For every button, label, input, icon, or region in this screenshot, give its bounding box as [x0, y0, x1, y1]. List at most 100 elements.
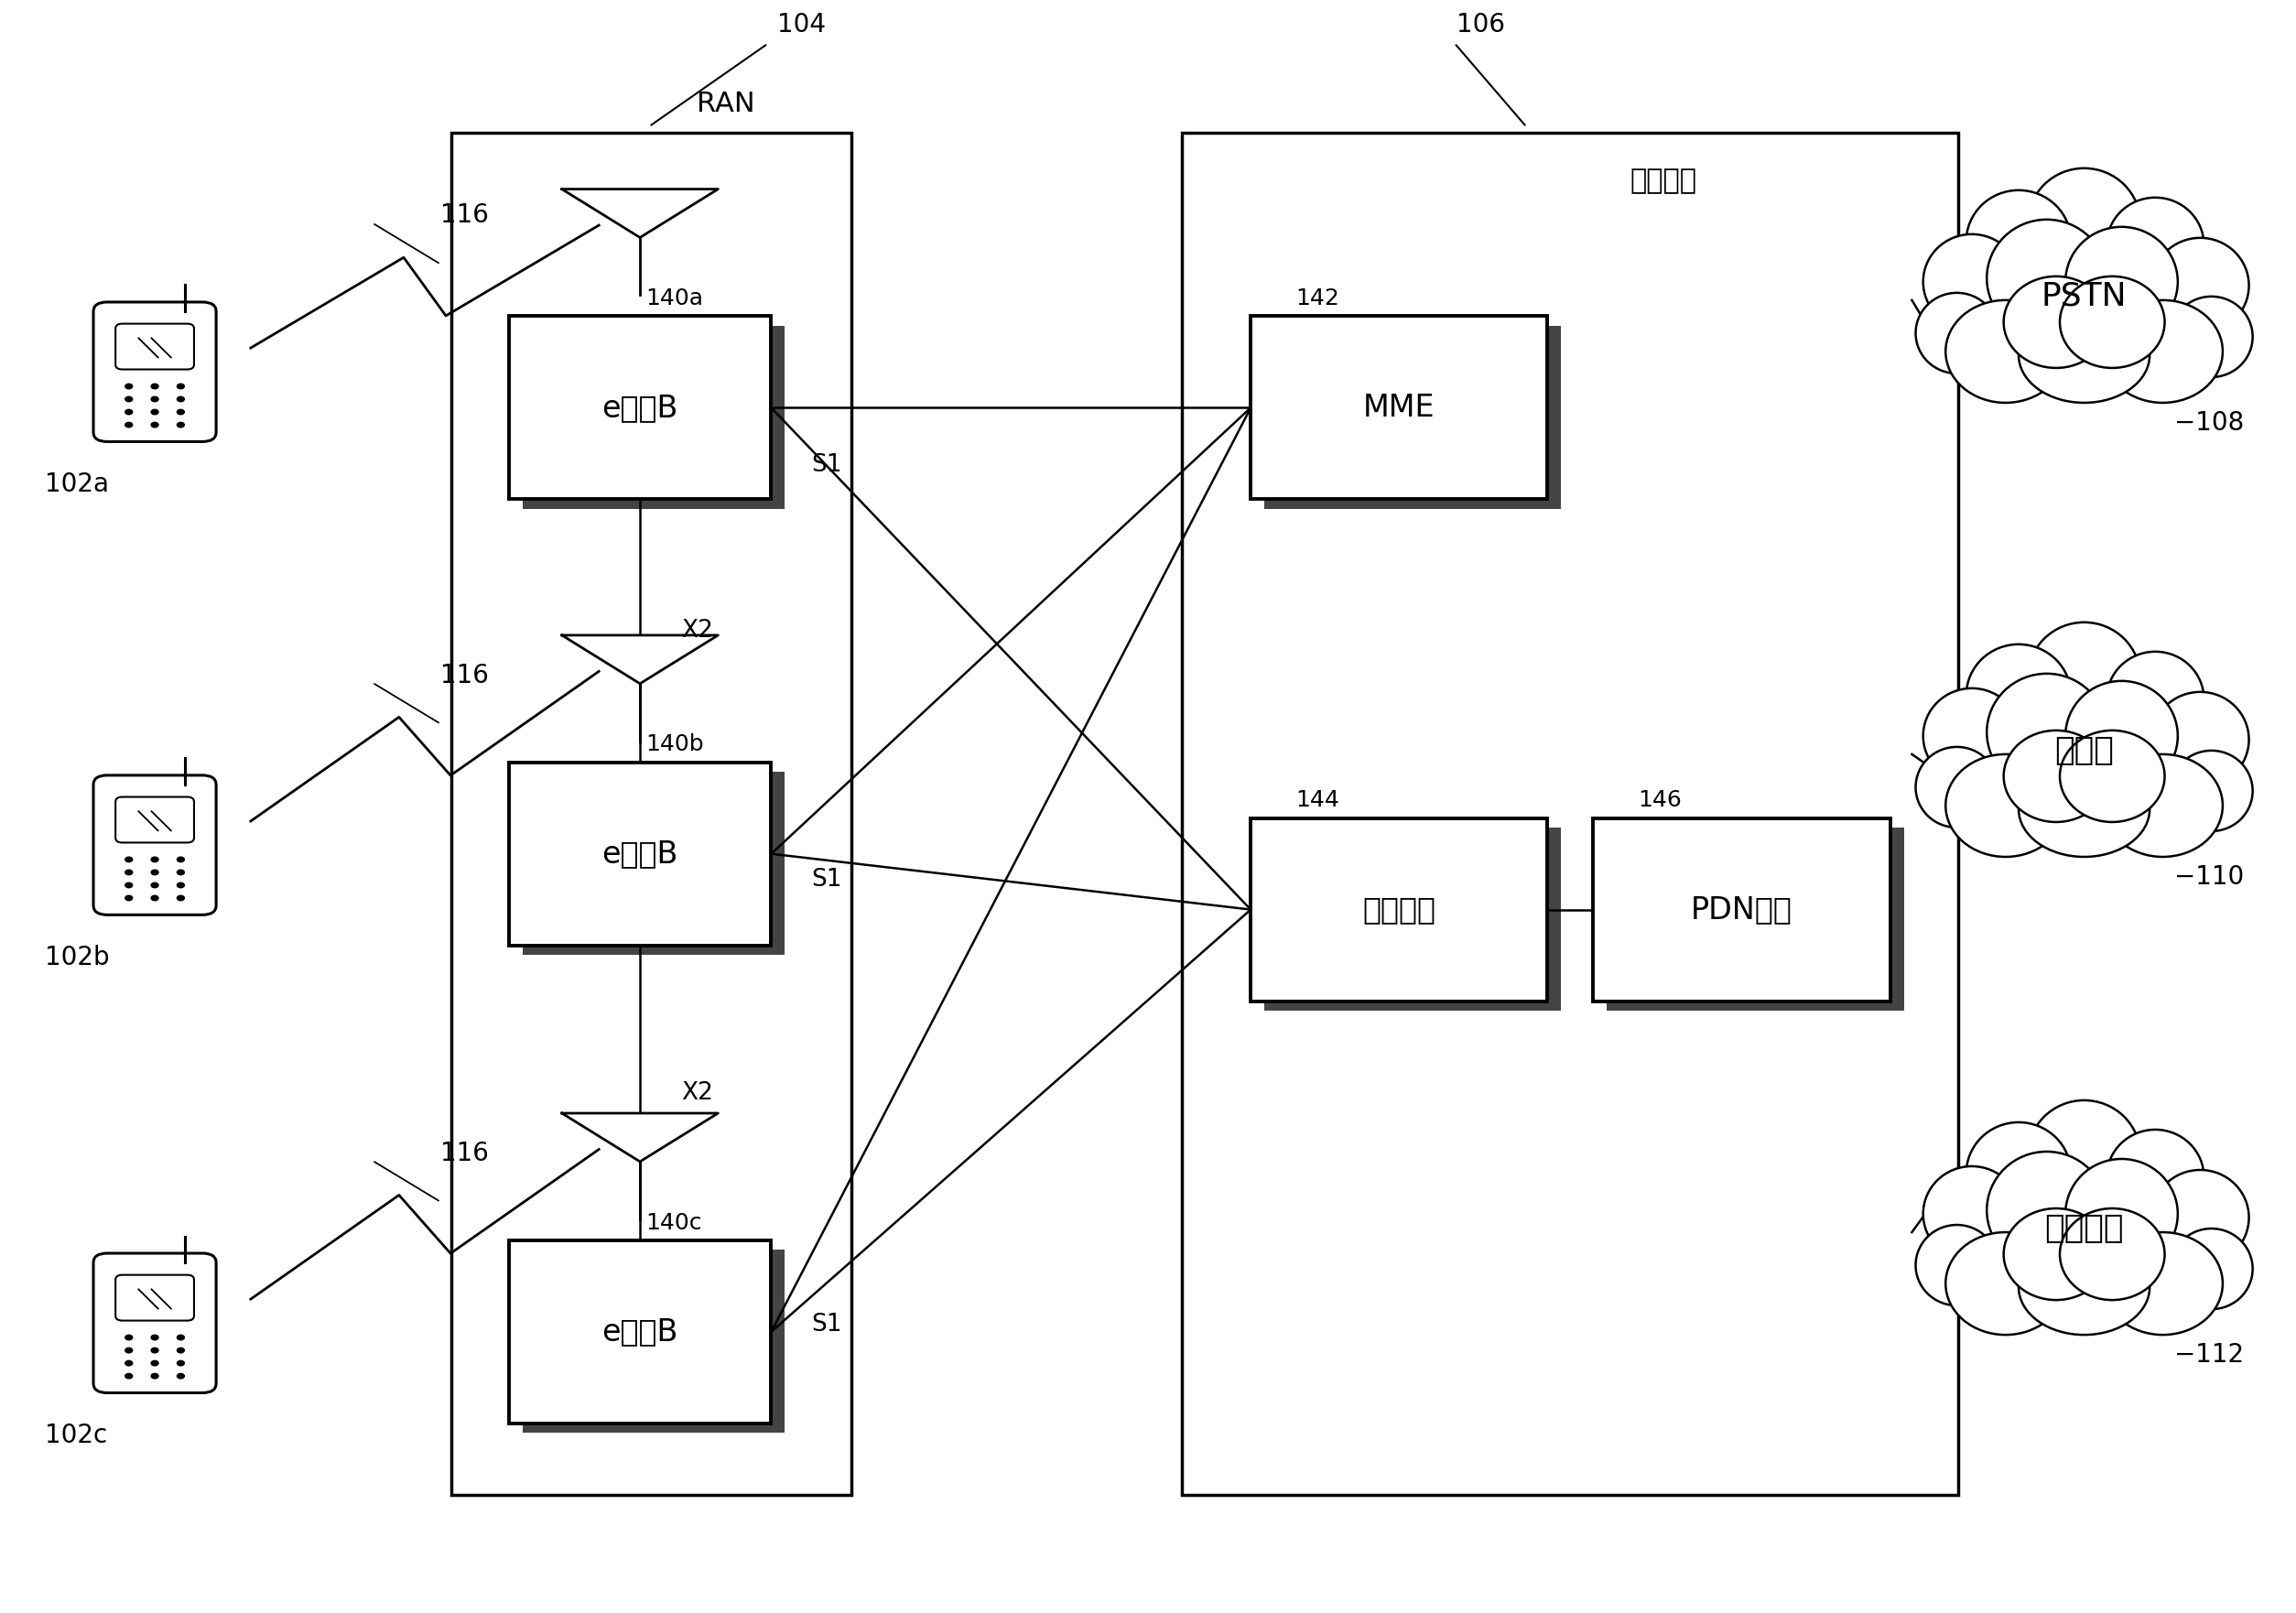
Text: S1: S1: [813, 868, 843, 892]
Circle shape: [152, 397, 158, 402]
Bar: [1607, 827, 1903, 1011]
Circle shape: [177, 857, 184, 861]
Ellipse shape: [1945, 1232, 2066, 1336]
Ellipse shape: [2066, 1158, 2179, 1269]
Circle shape: [177, 1361, 184, 1366]
Ellipse shape: [1986, 674, 2108, 790]
Circle shape: [152, 869, 158, 874]
FancyBboxPatch shape: [94, 302, 216, 442]
Text: 140c: 140c: [645, 1211, 703, 1234]
Circle shape: [177, 869, 184, 874]
Text: 102b: 102b: [46, 944, 110, 969]
Text: S1: S1: [813, 1313, 843, 1337]
Circle shape: [177, 895, 184, 900]
Circle shape: [126, 857, 133, 861]
Ellipse shape: [1915, 747, 1998, 827]
Ellipse shape: [2151, 1169, 2248, 1265]
Ellipse shape: [1986, 219, 2108, 337]
Ellipse shape: [1986, 1152, 2108, 1269]
Bar: [523, 326, 785, 508]
Text: 因特网: 因特网: [2055, 736, 2115, 766]
Text: 核心网络: 核心网络: [1630, 168, 1697, 194]
Bar: [1593, 818, 1890, 1002]
Ellipse shape: [1915, 294, 1998, 374]
Bar: [510, 763, 771, 945]
Bar: [1265, 827, 1561, 1011]
Text: RAN: RAN: [698, 90, 755, 116]
Bar: [1251, 818, 1548, 1002]
Ellipse shape: [2108, 197, 2204, 294]
Circle shape: [177, 410, 184, 415]
Circle shape: [177, 1348, 184, 1353]
Text: 104: 104: [776, 11, 827, 37]
Ellipse shape: [2004, 276, 2108, 368]
Text: 102a: 102a: [46, 471, 110, 497]
Ellipse shape: [2170, 1229, 2252, 1310]
Text: e节点B: e节点B: [602, 392, 677, 423]
Circle shape: [126, 384, 133, 389]
Text: X2: X2: [682, 1081, 714, 1105]
Ellipse shape: [2060, 276, 2165, 368]
Circle shape: [126, 1348, 133, 1353]
FancyBboxPatch shape: [115, 324, 195, 369]
Circle shape: [152, 1361, 158, 1366]
Text: 102c: 102c: [46, 1423, 108, 1448]
Text: 服务网关: 服务网关: [1362, 895, 1435, 924]
Circle shape: [126, 423, 133, 427]
Circle shape: [126, 1374, 133, 1379]
Ellipse shape: [2151, 237, 2248, 334]
Bar: [510, 316, 771, 500]
Text: −108: −108: [2174, 410, 2243, 436]
Text: 116: 116: [441, 1140, 489, 1166]
Bar: [1251, 316, 1548, 500]
Ellipse shape: [2018, 1239, 2149, 1336]
Text: 142: 142: [1295, 287, 1339, 310]
Text: 140b: 140b: [645, 734, 703, 755]
Circle shape: [126, 1336, 133, 1340]
FancyBboxPatch shape: [115, 1274, 195, 1321]
Ellipse shape: [2027, 1100, 2140, 1210]
Text: PDN网关: PDN网关: [1690, 895, 1793, 924]
Circle shape: [152, 895, 158, 900]
Ellipse shape: [1965, 644, 2071, 747]
Text: 116: 116: [441, 663, 489, 689]
Circle shape: [152, 882, 158, 887]
Circle shape: [152, 384, 158, 389]
Text: PSTN: PSTN: [2041, 281, 2126, 311]
Text: e节点B: e节点B: [602, 839, 677, 869]
Ellipse shape: [2018, 761, 2149, 857]
Circle shape: [126, 410, 133, 415]
Ellipse shape: [2060, 1208, 2165, 1300]
Ellipse shape: [2004, 1208, 2108, 1300]
Text: −110: −110: [2174, 865, 2243, 890]
Bar: [510, 1240, 771, 1423]
Ellipse shape: [2108, 1129, 2204, 1224]
Polygon shape: [563, 189, 719, 237]
Ellipse shape: [2018, 308, 2149, 403]
Circle shape: [177, 1336, 184, 1340]
Circle shape: [177, 882, 184, 887]
Circle shape: [126, 397, 133, 402]
Bar: [523, 771, 785, 955]
Circle shape: [152, 1374, 158, 1379]
Ellipse shape: [2103, 755, 2223, 857]
Bar: [1182, 132, 1958, 1495]
Circle shape: [152, 857, 158, 861]
Ellipse shape: [1915, 1224, 1998, 1305]
Text: e节点B: e节点B: [602, 1316, 677, 1347]
Text: MME: MME: [1364, 392, 1435, 423]
Ellipse shape: [2004, 731, 2108, 823]
Circle shape: [177, 384, 184, 389]
Text: 144: 144: [1295, 789, 1339, 811]
Text: X2: X2: [682, 619, 714, 642]
FancyBboxPatch shape: [94, 776, 216, 915]
Text: 140a: 140a: [645, 287, 703, 310]
Ellipse shape: [2170, 297, 2252, 377]
Circle shape: [152, 410, 158, 415]
Text: −112: −112: [2174, 1342, 2243, 1368]
FancyBboxPatch shape: [94, 1253, 216, 1392]
Ellipse shape: [2103, 1232, 2223, 1336]
Ellipse shape: [1965, 190, 2071, 294]
Ellipse shape: [2060, 731, 2165, 823]
Circle shape: [126, 869, 133, 874]
